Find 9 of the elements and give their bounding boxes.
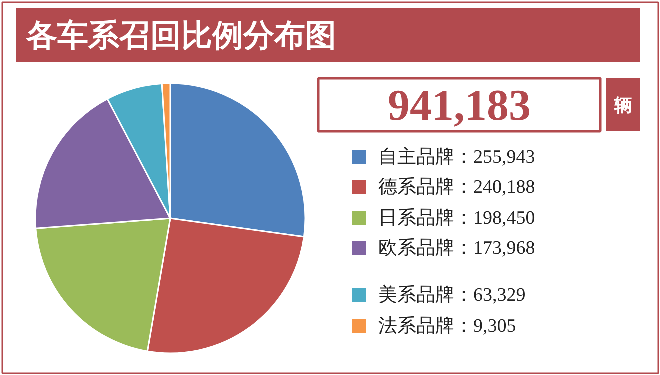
legend-label: 法系品牌：9,305 (378, 316, 516, 337)
text: 辆 (614, 96, 632, 116)
legend-label: 欧系品牌：173,968 (378, 238, 536, 259)
legend-label: 自主品牌：255,943 (378, 146, 536, 168)
legend-label: 日系品牌：198,450 (378, 208, 536, 229)
legend-label: 美系品牌：63,329 (378, 284, 526, 306)
chart-title: 各车系召回比例分布图 (26, 18, 336, 53)
legend-label: 德系品牌：240,188 (378, 177, 536, 198)
text: 941,183 (388, 81, 531, 130)
